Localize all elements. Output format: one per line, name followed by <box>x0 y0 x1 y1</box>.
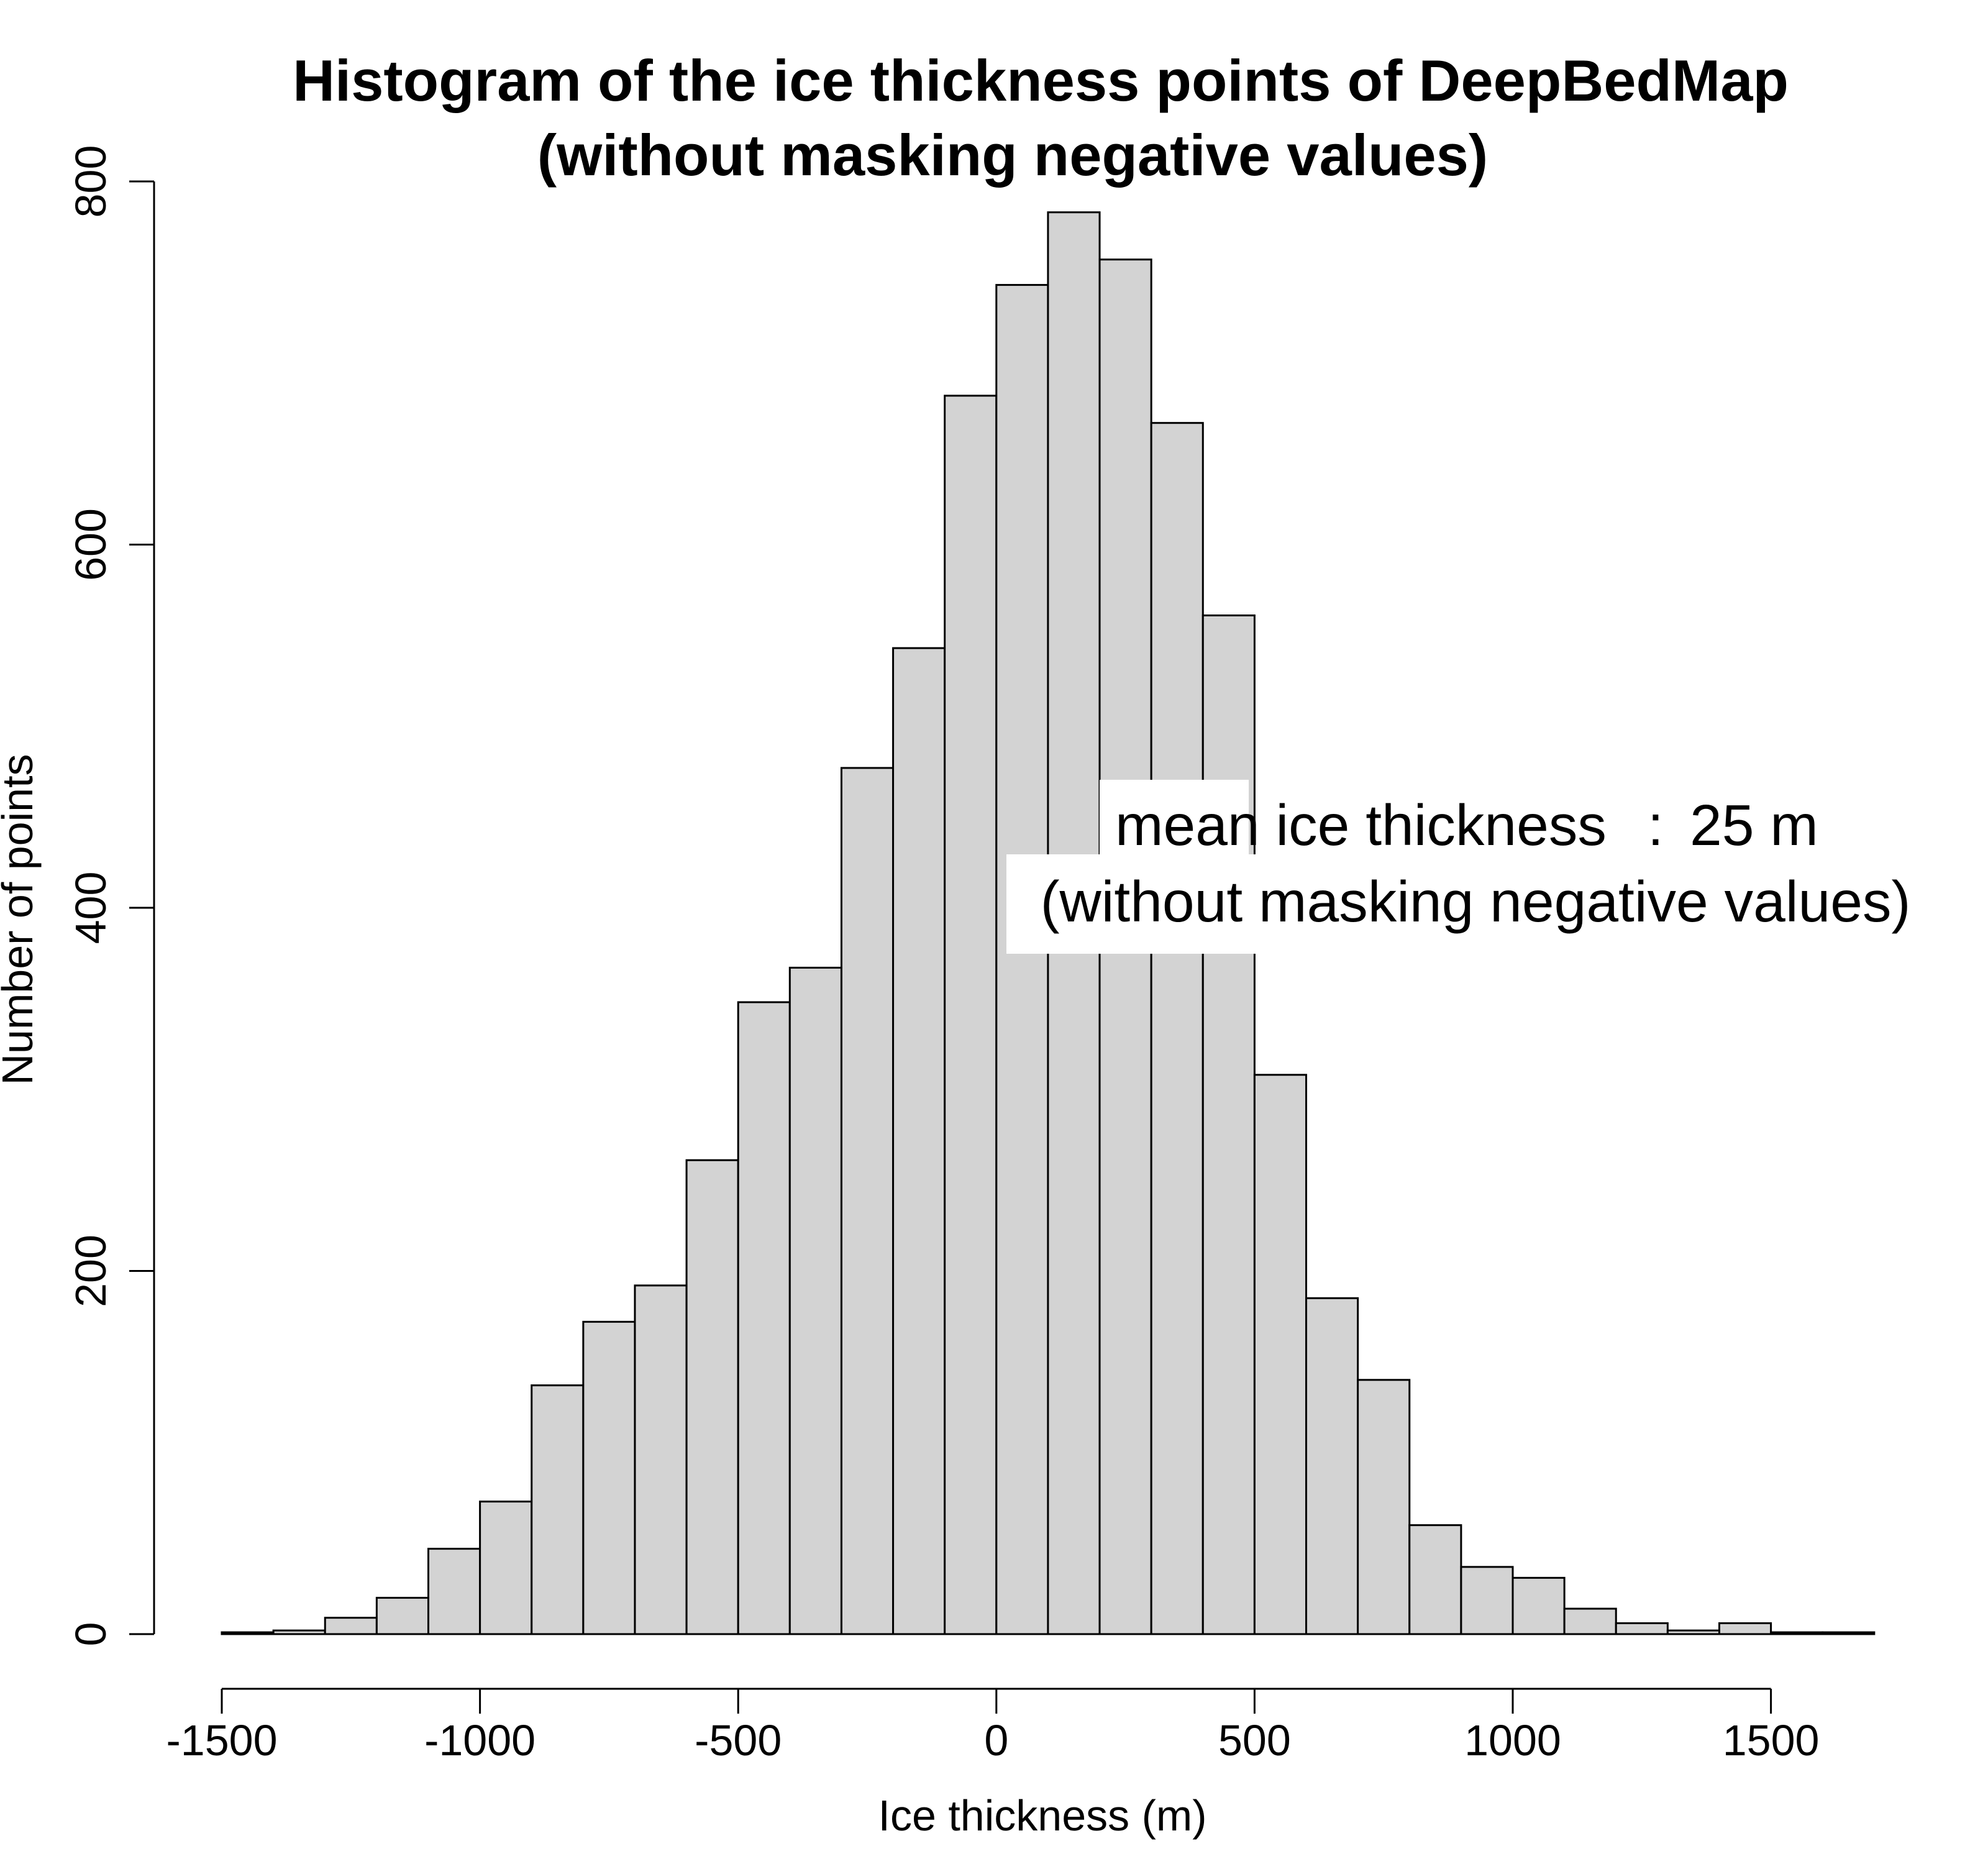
histogram-bar <box>1512 1576 1566 1635</box>
histogram-bar <box>1305 1297 1359 1635</box>
annotation-separator: : <box>1648 793 1664 857</box>
y-tick-label: 800 <box>66 145 115 218</box>
histogram-bar <box>634 1284 688 1635</box>
histogram-bar <box>1150 422 1204 1635</box>
histogram-bar <box>1253 1074 1308 1635</box>
annotation-line1: mean ice thickness <box>1115 793 1607 857</box>
histogram-bar <box>1201 614 1256 1635</box>
histogram-bar <box>892 647 946 1635</box>
x-tick-label: 1500 <box>1723 1716 1820 1765</box>
x-tick-label: -500 <box>695 1716 782 1765</box>
y-tick-label: 600 <box>66 508 115 581</box>
histogram-bar <box>375 1597 429 1635</box>
annotation-box <box>1006 854 1963 954</box>
x-axis: -1500 -1000 -500 0 500 1000 1500 <box>166 1688 1820 1765</box>
chart-title-line2: (without masking negative values) <box>537 122 1488 188</box>
histogram-bar <box>272 1629 326 1635</box>
x-tick-label: 1000 <box>1464 1716 1561 1765</box>
y-axis: 0 200 400 600 800 <box>66 145 155 1647</box>
histogram-bar <box>1770 1631 1824 1635</box>
y-tick-label: 200 <box>66 1235 115 1307</box>
histogram-bar <box>1615 1622 1669 1635</box>
histogram-bar <box>685 1159 739 1635</box>
y-tick-label: 0 <box>66 1622 115 1647</box>
histogram-bar <box>1408 1524 1462 1635</box>
chart-title-line1: Histogram of the ice thickness points of… <box>293 48 1789 113</box>
x-tick-label: 500 <box>1218 1716 1291 1765</box>
histogram-bar <box>531 1384 585 1635</box>
x-tick-label: 0 <box>984 1716 1008 1765</box>
histogram-bar <box>427 1548 481 1635</box>
histogram-bar <box>1460 1566 1514 1635</box>
histogram-bar <box>1563 1607 1617 1635</box>
histogram-bars <box>221 211 1876 1635</box>
histogram-bar <box>737 1001 791 1635</box>
annotation-value: 25 m <box>1690 793 1818 857</box>
x-axis-label: Ice thickness (m) <box>878 1791 1207 1840</box>
histogram-bar <box>995 284 1049 1635</box>
y-axis-label: Number of points <box>0 754 42 1085</box>
histogram-bar <box>221 1631 275 1635</box>
x-tick-label: -1000 <box>424 1716 536 1765</box>
y-tick-label: 400 <box>66 872 115 944</box>
histogram-bar <box>582 1320 636 1635</box>
annotation-box <box>1100 780 1249 861</box>
histogram-bar <box>1718 1622 1772 1635</box>
histogram-bar <box>479 1501 533 1635</box>
histogram-bar <box>324 1617 378 1635</box>
x-tick-label: -1500 <box>166 1716 277 1765</box>
histogram-bar <box>1666 1629 1720 1635</box>
histogram-bar <box>840 767 895 1635</box>
histogram-bar <box>1357 1379 1411 1635</box>
annotation-line2: (without masking negative values) <box>1041 869 1911 934</box>
histogram-bar <box>944 395 998 1635</box>
histogram-bar <box>1822 1631 1876 1635</box>
histogram-bar <box>788 966 842 1635</box>
